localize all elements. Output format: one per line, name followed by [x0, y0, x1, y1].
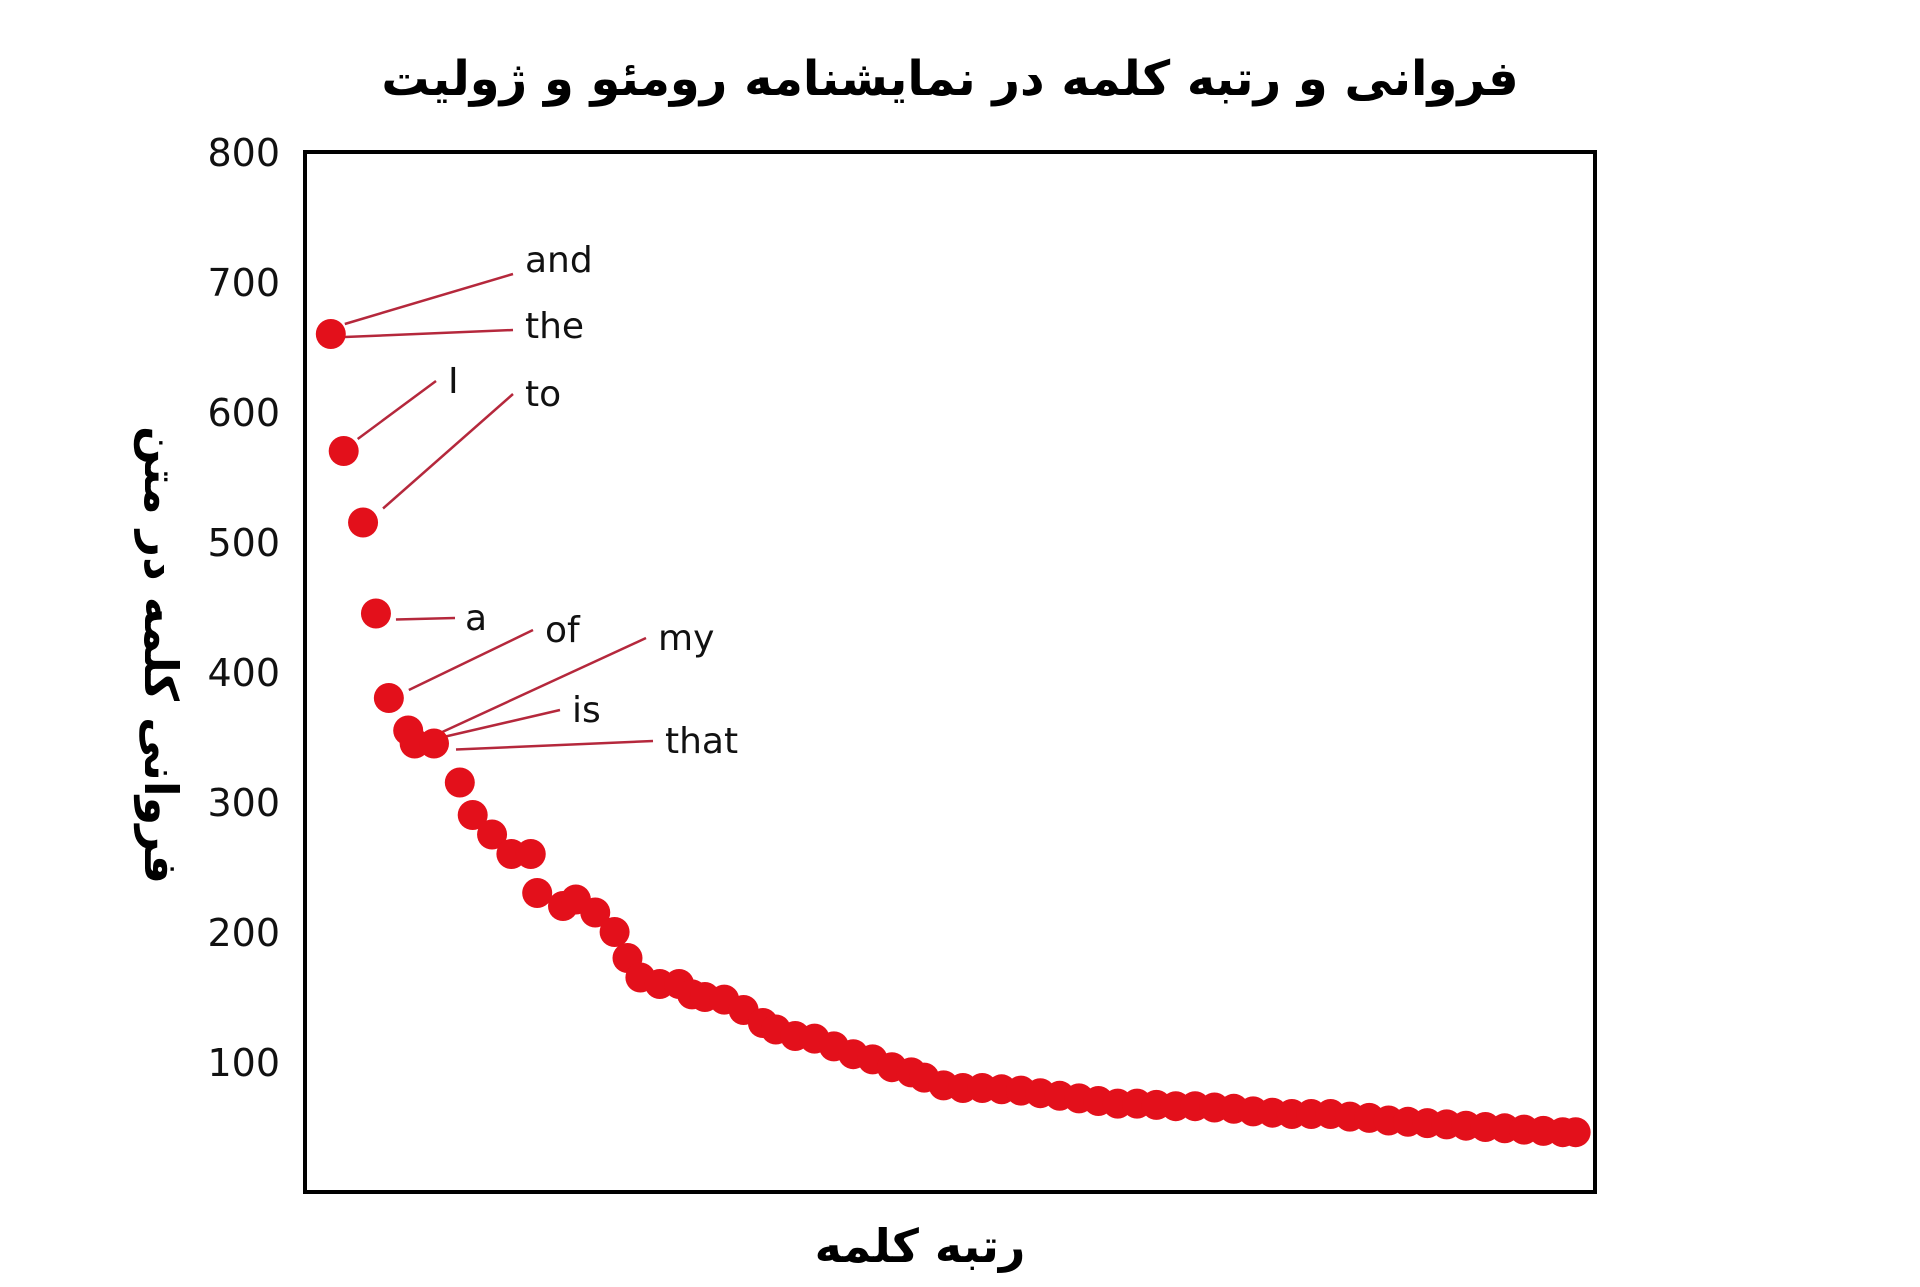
- annotation-label: is: [572, 690, 601, 731]
- plot-area-frame: [303, 150, 1597, 1194]
- annotation-leader-line: [427, 636, 647, 740]
- annotation-label: to: [525, 374, 561, 415]
- annotation-label: that: [665, 721, 738, 762]
- annotation-leader-line: [356, 379, 437, 441]
- annotation-leader-line: [408, 628, 534, 692]
- annotation-label: my: [658, 618, 714, 659]
- y-tick-label: 800: [207, 131, 280, 175]
- annotation-label: I: [448, 361, 459, 402]
- data-point: [348, 507, 379, 538]
- data-point: [444, 767, 475, 798]
- annotation-leader-lines: [344, 272, 654, 751]
- y-axis-label: فروانی کلمه در متن: [134, 426, 188, 884]
- x-axis-label: رتبه کلمه: [815, 1219, 1026, 1273]
- annotation-leader-line: [344, 328, 514, 339]
- y-tick-label: 100: [207, 1041, 280, 1085]
- y-tick-label: 500: [207, 521, 280, 565]
- y-tick-label: 300: [207, 781, 280, 825]
- y-tick-label: 600: [207, 391, 280, 435]
- data-point: [315, 319, 346, 349]
- data-point: [477, 819, 508, 850]
- y-tick-label: 200: [207, 911, 280, 955]
- annotation-label: and: [525, 240, 593, 281]
- data-point: [419, 728, 449, 759]
- data-point: [457, 800, 488, 830]
- y-tick-label: 700: [207, 261, 280, 305]
- data-point: [360, 598, 391, 629]
- annotation-label: of: [545, 610, 581, 651]
- data-point: [373, 683, 404, 713]
- annotation-leader-line: [455, 739, 654, 751]
- data-point: [599, 917, 630, 947]
- annotation-label: the: [525, 306, 584, 347]
- annotation-leader-line: [344, 272, 514, 326]
- data-point: [328, 436, 359, 466]
- data-point: [522, 878, 553, 908]
- annotation-leader-line: [382, 393, 514, 510]
- word-annotations: and the I to a of my is that: [448, 240, 738, 762]
- y-tick-label: 400: [207, 651, 280, 695]
- data-point: [580, 897, 611, 928]
- data-points: [315, 319, 1591, 1148]
- annotation-leader-line: [395, 616, 456, 621]
- chart-title: فروانی و رتبه کلمه در نمایشنامه رومئو و …: [381, 51, 1518, 107]
- data-point: [515, 839, 546, 869]
- y-axis-ticks: 100 200 300 400 500 600 700 800: [207, 131, 280, 1085]
- annotation-leader-line: [432, 708, 561, 741]
- annotation-label: a: [465, 598, 487, 639]
- data-point: [1560, 1117, 1591, 1148]
